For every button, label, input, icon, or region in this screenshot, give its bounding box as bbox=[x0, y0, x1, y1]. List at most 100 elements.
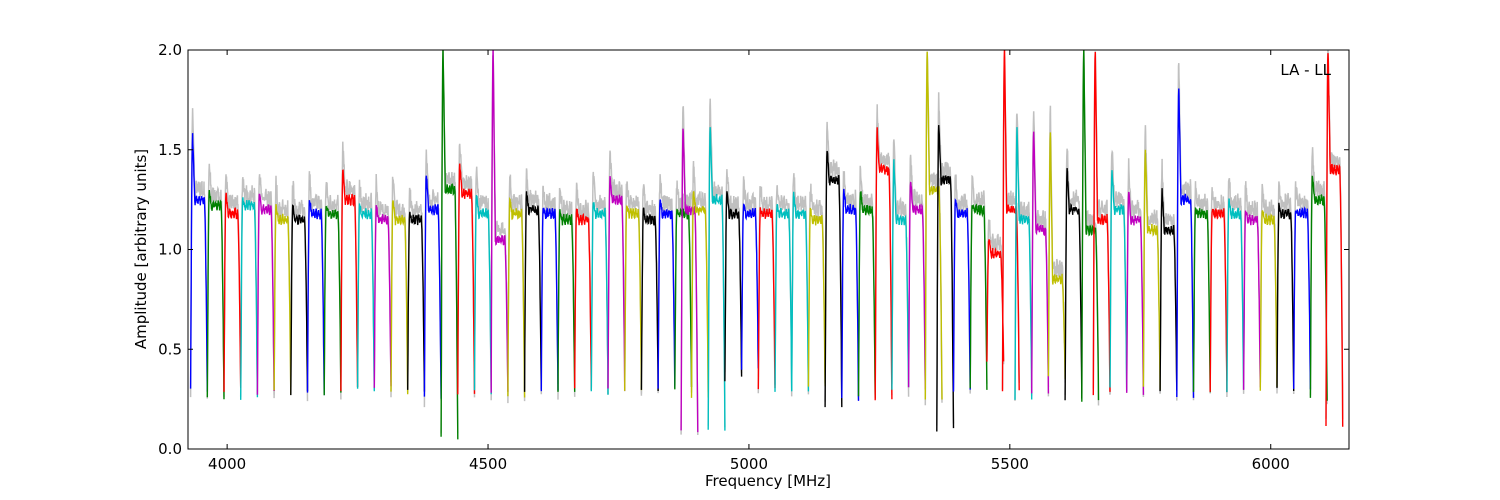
x-axis-ticks: 4000 4500 5000 5500 6000 bbox=[208, 50, 1290, 473]
channel-series-line bbox=[1325, 53, 1344, 427]
channel-series-line bbox=[1092, 51, 1111, 396]
background-spectrum-segment bbox=[891, 139, 910, 397]
channel-series-line bbox=[674, 207, 693, 390]
background-spectrum-segment bbox=[256, 174, 275, 395]
channel-series-line bbox=[1259, 210, 1278, 391]
channel-series-line bbox=[924, 51, 943, 400]
channel-series-line bbox=[1031, 131, 1050, 394]
x-tick-label: 4500 bbox=[469, 455, 507, 473]
background-spectrum-segment bbox=[1226, 178, 1245, 398]
channel-series-line bbox=[256, 193, 275, 395]
y-tick-label: 0.0 bbox=[158, 440, 182, 458]
background-spectrum-segment bbox=[373, 173, 392, 389]
plot-area bbox=[188, 50, 1349, 449]
background-spectrum-segment bbox=[390, 176, 409, 398]
background-spectrum-segment bbox=[824, 121, 843, 404]
channel-series-line bbox=[457, 163, 476, 395]
channel-series-line bbox=[707, 127, 726, 431]
channel-series-line bbox=[440, 50, 459, 440]
background-spectrum-segment bbox=[1192, 181, 1211, 401]
background-spectrum-segment bbox=[340, 141, 359, 393]
channel-series-line bbox=[607, 176, 626, 391]
background-spectrum-segment bbox=[507, 174, 526, 404]
channel-series-line bbox=[624, 205, 643, 391]
channel-series-line bbox=[857, 191, 876, 399]
y-tick-label: 2.0 bbox=[158, 41, 182, 59]
channel-series-line bbox=[757, 207, 776, 390]
channel-series-line bbox=[1109, 170, 1128, 391]
x-tick-label: 4000 bbox=[208, 455, 246, 473]
channel-series-line bbox=[891, 159, 910, 390]
channel-series-line bbox=[273, 204, 292, 395]
channel-series-line bbox=[657, 199, 676, 389]
y-axis-ticks: 0.0 0.5 1.0 1.5 2.0 bbox=[158, 41, 1349, 458]
x-tick-label: 6000 bbox=[1252, 455, 1290, 473]
channel-series-line bbox=[590, 202, 609, 395]
background-spectrum-segment bbox=[1125, 158, 1145, 398]
background-spectrum-segment bbox=[306, 171, 325, 390]
background-spectrum-segment bbox=[406, 187, 426, 393]
background-spectrum-segment bbox=[356, 179, 376, 391]
channel-series-line bbox=[290, 204, 309, 396]
channel-series-line bbox=[373, 205, 392, 388]
background-spectrum-segment bbox=[1159, 158, 1178, 394]
channel-series-line bbox=[423, 175, 442, 399]
channel-series-line bbox=[223, 192, 242, 392]
background-spectrum-segment bbox=[986, 219, 1005, 365]
channel-series-line bbox=[323, 205, 342, 396]
channel-series-line bbox=[390, 200, 409, 395]
channel-series-line bbox=[1192, 207, 1211, 393]
background-spectrum-segment bbox=[640, 184, 659, 394]
channel-series-line bbox=[1242, 210, 1261, 390]
channel-series-line bbox=[1064, 168, 1083, 401]
y-axis-label: Amplitude [arbitrary units] bbox=[132, 149, 150, 349]
background-spectrum-segment bbox=[907, 154, 927, 389]
channel-series-line bbox=[1226, 198, 1245, 393]
channel-series-line bbox=[189, 133, 208, 392]
channel-series-line bbox=[306, 200, 325, 396]
channel-series-line bbox=[1293, 206, 1312, 390]
channel-series-line bbox=[1126, 191, 1145, 395]
channel-series-line bbox=[1081, 50, 1100, 402]
background-spectrum-segment bbox=[573, 182, 593, 387]
channel-series-line bbox=[724, 191, 743, 382]
channel-series-line bbox=[240, 197, 259, 400]
background-spectrum-segment bbox=[690, 160, 709, 393]
channel-series-line bbox=[407, 211, 426, 392]
background-spectrum-segment bbox=[757, 186, 776, 394]
channel-series-line bbox=[507, 196, 526, 398]
background-spectrum-segment bbox=[523, 168, 543, 395]
channel-series-line bbox=[340, 169, 359, 392]
y-tick-label: 1.0 bbox=[158, 241, 182, 259]
background-spectrum-segment bbox=[1259, 183, 1278, 390]
channel-series-line bbox=[1309, 175, 1328, 401]
channel-series-line bbox=[1047, 132, 1066, 379]
channel-series-line bbox=[1209, 208, 1228, 393]
background-spectrum-segment bbox=[1142, 125, 1161, 396]
channel-series-line bbox=[874, 127, 893, 401]
channel-series-line bbox=[206, 189, 225, 400]
channel-series-line bbox=[807, 207, 826, 387]
channel-series-line bbox=[907, 181, 926, 390]
background-spectrum-segment bbox=[790, 173, 810, 387]
background-spectrum-segment bbox=[724, 169, 743, 374]
channel-series-line bbox=[1014, 127, 1033, 400]
background-spectrum-segment bbox=[1109, 149, 1128, 395]
channel-series-line bbox=[490, 50, 509, 393]
background-spectrum-segment bbox=[740, 176, 760, 377]
background-spectrum-segment bbox=[290, 180, 309, 402]
channel-series-line bbox=[774, 203, 793, 392]
background-spectrum-segment bbox=[323, 182, 342, 400]
background-spectrum-segment bbox=[774, 185, 793, 397]
channel-series-line bbox=[356, 203, 375, 392]
background-spectrum-segment bbox=[952, 174, 971, 394]
channel-series-line bbox=[1176, 88, 1195, 398]
y-tick-label: 0.5 bbox=[158, 340, 182, 358]
channel-series-line bbox=[791, 191, 810, 392]
channel-series-line bbox=[1142, 149, 1161, 390]
channel-series-line bbox=[1276, 202, 1295, 392]
channel-series-line bbox=[952, 198, 971, 392]
x-axis-label: Frequency [MHz] bbox=[705, 472, 831, 490]
background-spectrum-segment bbox=[623, 181, 643, 396]
